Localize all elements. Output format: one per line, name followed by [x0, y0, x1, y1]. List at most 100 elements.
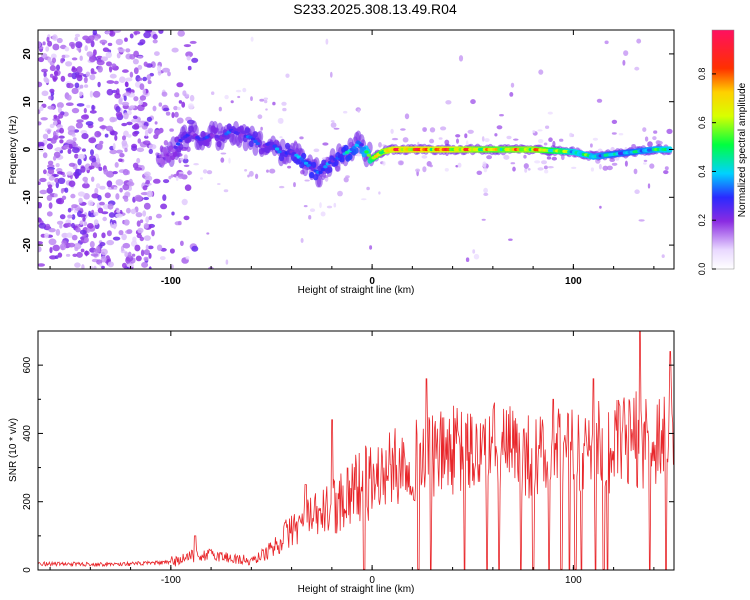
noise-speck	[177, 220, 182, 226]
noise-speck	[90, 71, 97, 75]
noise-speck	[106, 80, 115, 84]
noise-speck	[445, 100, 452, 105]
noise-speck	[248, 170, 254, 177]
noise-speck	[457, 162, 462, 168]
noise-speck	[299, 136, 304, 140]
noise-speck	[300, 238, 304, 243]
noise-speck	[74, 82, 80, 89]
noise-speck	[113, 30, 122, 33]
noise-speck	[41, 90, 49, 97]
ridge-blob	[178, 143, 184, 150]
noise-speck	[42, 41, 46, 46]
noise-speck	[211, 91, 215, 95]
noise-speck	[636, 38, 642, 44]
noise-speck	[47, 164, 55, 169]
spectrogram-ytick-label: 0	[22, 146, 33, 152]
noise-speck	[124, 37, 128, 42]
noise-speck	[127, 251, 132, 258]
noise-speck	[116, 149, 123, 154]
noise-speck	[46, 211, 53, 217]
noise-speck	[56, 220, 64, 225]
noise-speck	[82, 176, 88, 182]
figure-title: S233.2025.308.13.49.R04	[293, 1, 457, 17]
noise-speck	[134, 194, 143, 202]
noise-speck	[102, 47, 109, 52]
noise-speck	[96, 157, 101, 165]
noise-speck	[47, 168, 55, 175]
noise-speck	[125, 48, 131, 53]
noise-speck	[250, 96, 253, 101]
ridge-blob	[248, 140, 254, 147]
noise-speck	[320, 211, 326, 217]
noise-speck	[49, 123, 55, 129]
snr-frame	[37, 330, 675, 571]
noise-speck	[325, 38, 329, 45]
noise-speck	[97, 117, 104, 122]
noise-speck	[165, 111, 171, 116]
noise-speck	[97, 194, 102, 201]
noise-speck	[220, 157, 225, 163]
noise-speck	[157, 65, 162, 72]
noise-speck	[116, 52, 121, 59]
noise-speck	[279, 118, 284, 124]
noise-speck	[38, 202, 42, 209]
ridge-blob	[252, 131, 258, 138]
noise-speck	[551, 156, 557, 161]
noise-speck	[272, 101, 276, 106]
noise-speck	[108, 212, 115, 218]
noise-speck	[170, 174, 174, 178]
noise-speck	[596, 98, 603, 103]
noise-speck	[606, 165, 613, 171]
noise-speck	[79, 84, 84, 89]
noise-speck	[422, 166, 427, 173]
ridge-core	[250, 137, 256, 141]
noise-speck	[661, 254, 665, 258]
noise-speck	[38, 121, 42, 126]
noise-speck	[143, 196, 150, 201]
noise-speck	[133, 96, 139, 102]
spectrogram-xtick-label: 0	[369, 276, 375, 287]
noise-speck	[602, 165, 609, 171]
noise-speck	[57, 171, 63, 175]
noise-speck	[43, 169, 47, 175]
noise-speck	[114, 134, 118, 141]
noise-speck	[39, 177, 47, 183]
noise-speck	[559, 138, 564, 142]
noise-speck	[122, 183, 130, 191]
noise-speck	[99, 263, 103, 267]
noise-speck	[624, 160, 628, 167]
noise-speck	[57, 197, 65, 205]
noise-speck	[71, 133, 76, 137]
noise-speck	[52, 43, 60, 51]
noise-speck	[76, 119, 84, 123]
noise-speck	[590, 143, 593, 148]
noise-speck	[90, 149, 94, 156]
noise-speck	[47, 56, 52, 63]
noise-speck	[402, 137, 409, 143]
noise-speck	[656, 140, 663, 145]
noise-speck	[88, 35, 95, 41]
noise-speck	[186, 55, 191, 61]
noise-speck	[133, 50, 140, 58]
ridge-blob	[353, 147, 359, 154]
noise-speck	[184, 184, 192, 191]
noise-speck	[45, 46, 50, 52]
noise-speck	[114, 162, 119, 168]
noise-speck	[104, 133, 109, 138]
noise-speck	[592, 137, 599, 141]
noise-speck	[77, 191, 86, 197]
noise-speck	[293, 182, 296, 188]
noise-speck	[390, 128, 394, 134]
noise-speck	[257, 114, 263, 119]
noise-speck	[176, 82, 184, 88]
noise-speck	[59, 139, 64, 144]
noise-speck	[397, 160, 404, 166]
noise-speck	[547, 111, 553, 115]
noise-speck	[106, 88, 114, 96]
noise-speck	[220, 152, 227, 155]
noise-speck	[135, 212, 143, 218]
noise-speck	[147, 127, 154, 133]
noise-speck	[255, 173, 259, 179]
noise-speck	[544, 169, 549, 174]
noise-speck	[144, 129, 149, 137]
